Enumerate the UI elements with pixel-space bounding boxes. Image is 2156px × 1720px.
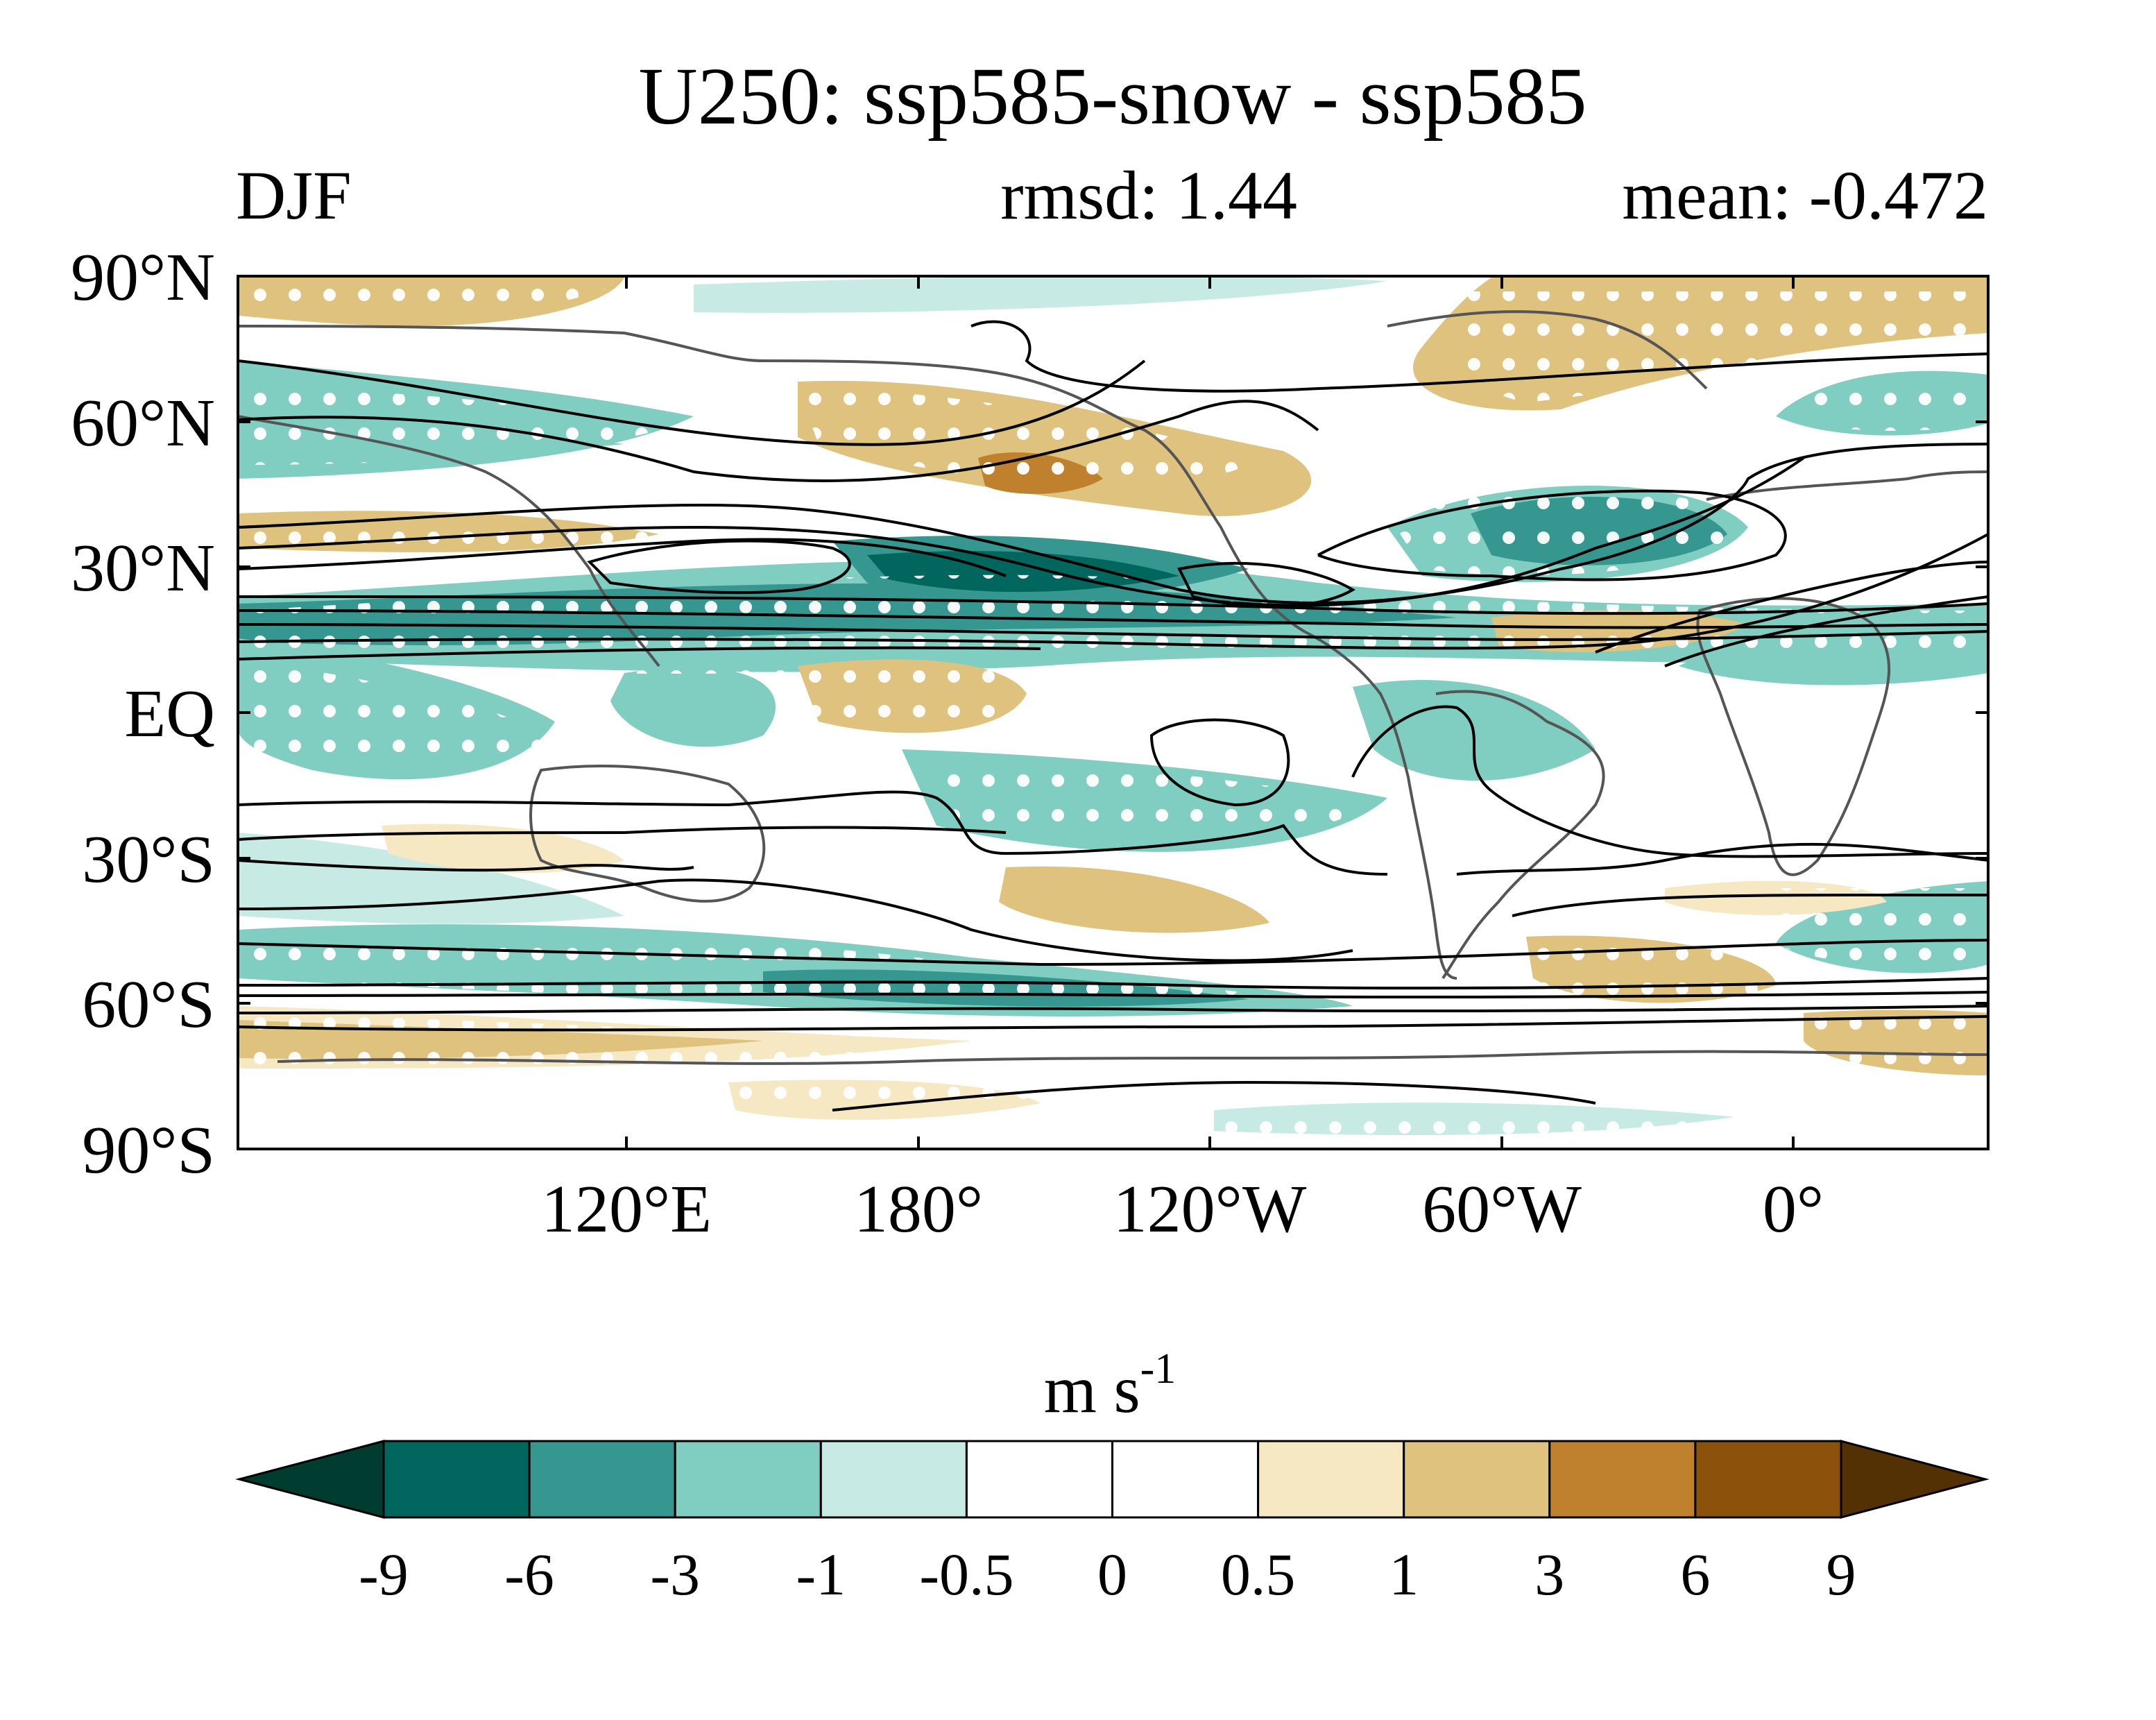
colorbar-segment <box>382 1440 531 1519</box>
lat-label: 90°S <box>82 1113 215 1188</box>
rmsd-label: rmsd: 1.44 <box>1000 157 1297 234</box>
colorbar-tick-label: -1 <box>796 1541 846 1608</box>
colorbar: -9 -6 -3 -1 -0.5 0 0.5 1 3 6 9 <box>235 1440 1990 1608</box>
lat-label: 60°S <box>82 967 215 1042</box>
colorbar-segment <box>1548 1440 1697 1519</box>
colorbar-segment <box>674 1440 822 1519</box>
colorbar-segment <box>528 1440 676 1519</box>
map-panel <box>238 276 1988 1149</box>
lat-label: 30°S <box>82 822 215 897</box>
colorbar-segment <box>965 1440 1114 1519</box>
longitude-labels: 120°E 180° 120°W 60°W 0° <box>541 1172 1824 1247</box>
units-exponent: -1 <box>1140 1345 1177 1393</box>
mean-label: mean: -0.472 <box>1622 157 1988 234</box>
colorbar-extend-min <box>235 1440 385 1519</box>
colorbar-tick-label: 1 <box>1389 1541 1419 1608</box>
colorbar-segment <box>1694 1440 1842 1519</box>
lat-label: 60°N <box>71 386 215 461</box>
figure-title: U250: ssp585-snow - ssp585 <box>639 51 1587 142</box>
colorbar-segment <box>819 1440 968 1519</box>
lon-label: 60°W <box>1422 1172 1582 1247</box>
colorbar-tick-label: -0.5 <box>919 1541 1013 1608</box>
lat-label: EQ <box>124 676 215 751</box>
season-label: DJF <box>236 157 352 234</box>
colorbar-tick-label: -9 <box>359 1541 409 1608</box>
colorbar-tick-label: 6 <box>1680 1541 1710 1608</box>
colorbar-tick-label: 9 <box>1826 1541 1856 1608</box>
lon-label: 180° <box>854 1172 983 1247</box>
colorbar-segment <box>1403 1440 1551 1519</box>
lat-label: 90°N <box>71 240 215 315</box>
colorbar-tick-label: 0.5 <box>1221 1541 1296 1608</box>
lon-label: 120°W <box>1113 1172 1307 1247</box>
colorbar-extend-max <box>1840 1440 1990 1519</box>
colorbar-tick-label: 0 <box>1097 1541 1127 1608</box>
colorbar-segment <box>1111 1440 1260 1519</box>
colorbar-segment <box>1257 1440 1405 1519</box>
lat-label: 30°N <box>71 531 215 606</box>
colorbar-tick-label: -6 <box>504 1541 554 1608</box>
map-ticks <box>238 275 1988 1149</box>
colorbar-units: m s-1 <box>1044 1345 1177 1427</box>
colorbar-tick-label: 3 <box>1534 1541 1564 1608</box>
latitude-labels: 90°N 60°N 30°N EQ 30°S 60°S 90°S <box>71 240 215 1188</box>
lon-label: 0° <box>1763 1172 1824 1247</box>
colorbar-tick-label: -3 <box>650 1541 700 1608</box>
climatology-contours <box>238 320 1988 1112</box>
units-base: m s <box>1044 1352 1140 1427</box>
lon-label: 120°E <box>541 1172 712 1247</box>
